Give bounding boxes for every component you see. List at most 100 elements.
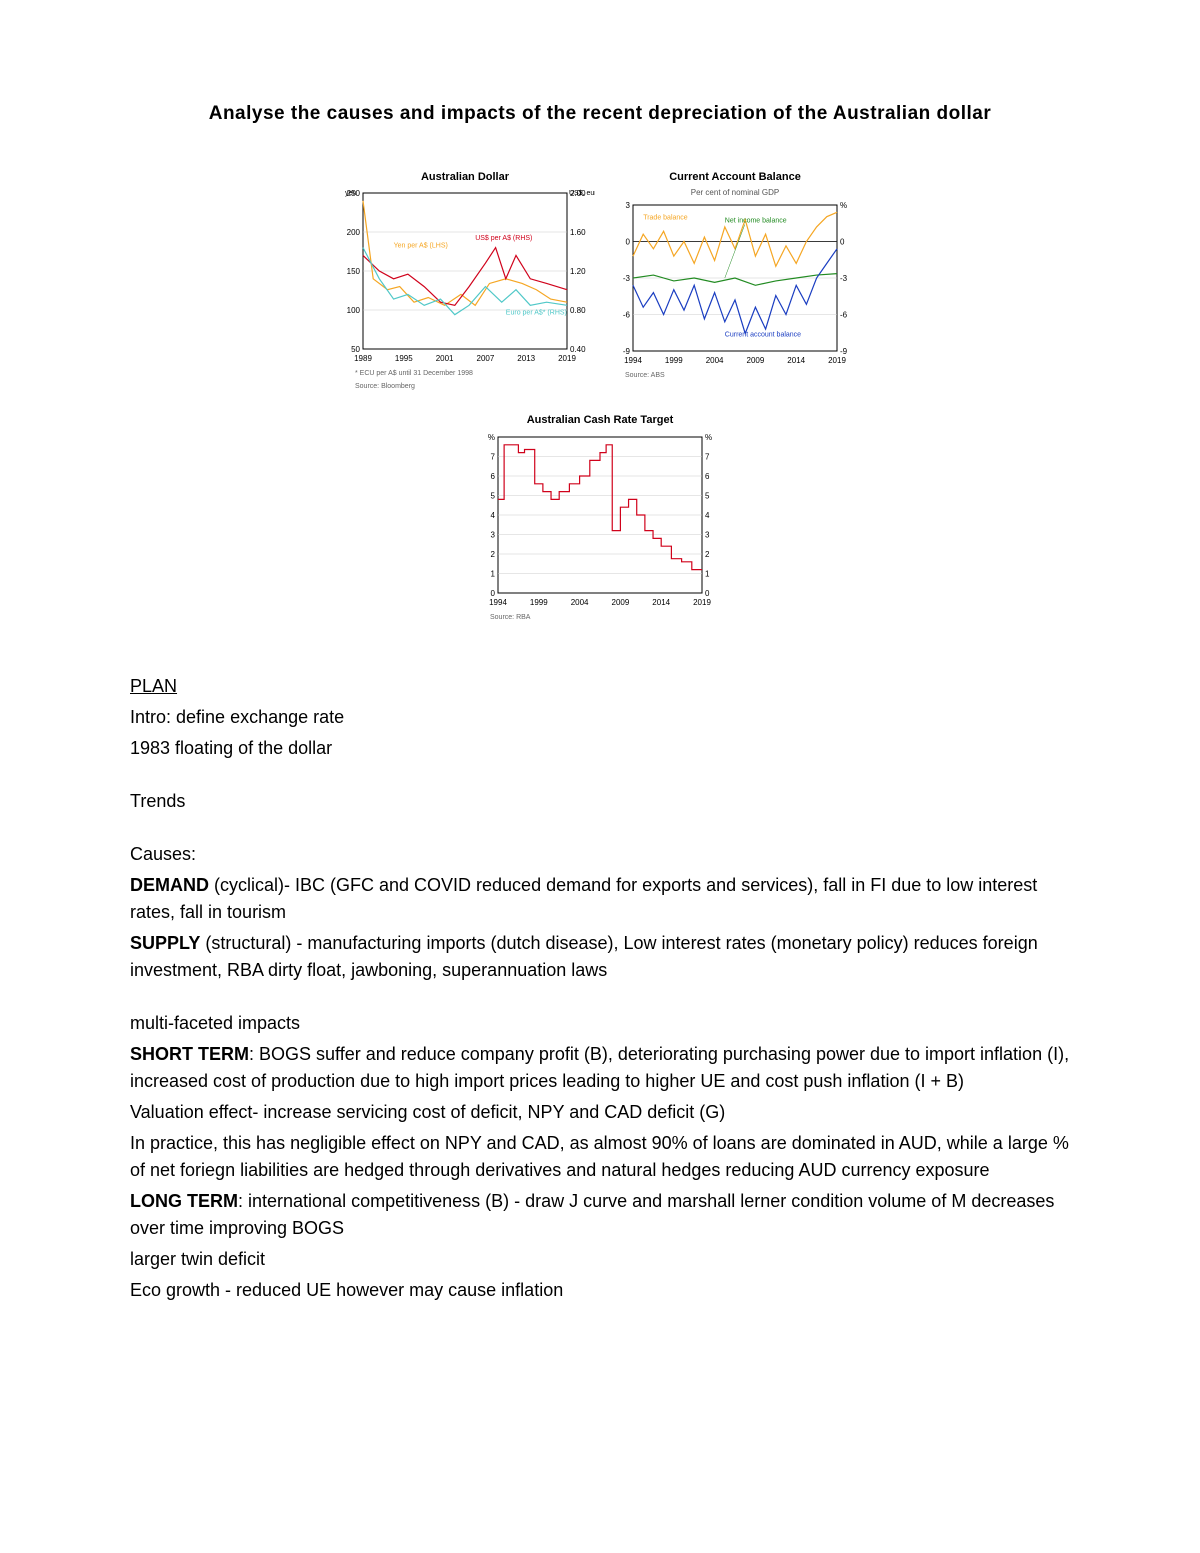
long-text: : international competitiveness (B) - dr… xyxy=(130,1191,1054,1238)
chart-cash-rate: Australian Cash Rate Target %% 7 7 6 6 5 5 4 4 3 3… xyxy=(470,412,730,623)
chart3-source: Source: RBA xyxy=(490,613,530,624)
svg-text:5: 5 xyxy=(491,491,496,500)
svg-text:200: 200 xyxy=(347,228,361,237)
chart-australian-dollar: Australian Dollar 2502.002001.601501.201… xyxy=(335,169,595,393)
demand-bold: DEMAND xyxy=(130,875,209,895)
svg-text:4: 4 xyxy=(705,511,710,520)
svg-text:1.60: 1.60 xyxy=(570,228,586,237)
svg-text:1995: 1995 xyxy=(395,354,413,363)
supply-text: (structural) - manufacturing imports (du… xyxy=(130,933,1038,980)
long-para: LONG TERM: international competitiveness… xyxy=(130,1188,1070,1242)
demand-text: (cyclical)- IBC (GFC and COVID reduced d… xyxy=(130,875,1037,922)
svg-text:Yen per A$ (LHS): Yen per A$ (LHS) xyxy=(394,243,448,250)
svg-text:2: 2 xyxy=(705,550,710,559)
svg-text:1999: 1999 xyxy=(530,598,548,607)
svg-text:0: 0 xyxy=(840,238,845,247)
eco-line: Eco growth - reduced UE however may caus… xyxy=(130,1277,1070,1304)
svg-text:2019: 2019 xyxy=(828,356,846,365)
chart2-svg: 3%00-3-3-6-6-9-9199419992004200920142019… xyxy=(605,199,865,369)
supply-para: SUPPLY (structural) - manufacturing impo… xyxy=(130,930,1070,984)
long-bold: LONG TERM xyxy=(130,1191,238,1211)
chart1-source: Source: Bloomberg xyxy=(355,382,415,393)
short-para: SHORT TERM: BOGS suffer and reduce compa… xyxy=(130,1041,1070,1095)
chart3-svg: %%77665544332211001994199920042009201420… xyxy=(470,431,730,611)
svg-text:0.80: 0.80 xyxy=(570,306,586,315)
svg-text:yen: yen xyxy=(345,190,356,197)
svg-text:2001: 2001 xyxy=(436,354,454,363)
svg-text:2019: 2019 xyxy=(558,354,576,363)
svg-text:1.20: 1.20 xyxy=(570,267,586,276)
svg-text:Net income balance: Net income balance xyxy=(725,218,787,225)
supply-bold: SUPPLY xyxy=(130,933,200,953)
svg-text:2009: 2009 xyxy=(612,598,630,607)
svg-text:-6: -6 xyxy=(840,311,848,320)
chart2-title: Current Account Balance xyxy=(669,169,801,186)
plan-heading: PLAN xyxy=(130,676,177,696)
short-text: : BOGS suffer and reduce company profit … xyxy=(130,1044,1069,1091)
page-title: Analyse the causes and impacts of the re… xyxy=(130,100,1070,129)
svg-text:1994: 1994 xyxy=(624,356,642,365)
demand-para: DEMAND (cyclical)- IBC (GFC and COVID re… xyxy=(130,872,1070,926)
svg-text:-9: -9 xyxy=(840,347,848,356)
bottom-chart-row: Australian Cash Rate Target %% 7 7 6 6 5 5 4 4 3 3… xyxy=(130,412,1070,623)
svg-text:Euro per A$* (RHS): Euro per A$* (RHS) xyxy=(506,310,567,317)
svg-text:2009: 2009 xyxy=(747,356,765,365)
svg-text:2014: 2014 xyxy=(787,356,805,365)
chart2-subtitle: Per cent of nominal GDP xyxy=(691,187,779,199)
chart1-svg: 2502.002001.601501.201000.80500.40198919… xyxy=(335,187,595,367)
svg-text:2013: 2013 xyxy=(517,354,535,363)
svg-text:0.40: 0.40 xyxy=(570,345,586,354)
short-bold: SHORT TERM xyxy=(130,1044,249,1064)
svg-text:-6: -6 xyxy=(623,311,631,320)
top-charts-row: Australian Dollar 2502.002001.601501.201… xyxy=(130,169,1070,393)
svg-text:7: 7 xyxy=(491,452,496,461)
chart1-title: Australian Dollar xyxy=(421,169,509,186)
svg-text:0: 0 xyxy=(491,589,496,598)
svg-text:4: 4 xyxy=(491,511,496,520)
chart2-source: Source: ABS xyxy=(625,371,665,382)
chart1-footnote: * ECU per A$ until 31 December 1998 xyxy=(355,369,473,380)
svg-text:Current account balance: Current account balance xyxy=(725,331,801,338)
svg-text:0: 0 xyxy=(626,238,631,247)
body-text: PLAN Intro: define exchange rate 1983 fl… xyxy=(130,673,1070,1304)
svg-text:2014: 2014 xyxy=(652,598,670,607)
svg-text:1989: 1989 xyxy=(354,354,372,363)
chart3-title: Australian Cash Rate Target xyxy=(527,412,674,429)
svg-text:2: 2 xyxy=(491,550,496,559)
svg-text:1: 1 xyxy=(705,569,710,578)
chart-current-account: Current Account Balance Per cent of nomi… xyxy=(605,169,865,393)
svg-text:1999: 1999 xyxy=(665,356,683,365)
svg-text:-9: -9 xyxy=(623,347,631,356)
practice-line: In practice, this has negligible effect … xyxy=(130,1130,1070,1184)
svg-text:1994: 1994 xyxy=(489,598,507,607)
floating-line: 1983 floating of the dollar xyxy=(130,735,1070,762)
svg-text:US$ per A$ (RHS): US$ per A$ (RHS) xyxy=(475,235,532,242)
trends-line: Trends xyxy=(130,788,1070,815)
valuation-line: Valuation effect- increase servicing cos… xyxy=(130,1099,1070,1126)
svg-text:-3: -3 xyxy=(623,274,631,283)
svg-text:%: % xyxy=(488,433,495,442)
svg-text:1: 1 xyxy=(491,569,496,578)
intro-line: Intro: define exchange rate xyxy=(130,704,1070,731)
causes-heading: Causes: xyxy=(130,841,1070,868)
twin-line: larger twin deficit xyxy=(130,1246,1070,1273)
svg-text:5: 5 xyxy=(705,491,710,500)
svg-text:%: % xyxy=(705,433,712,442)
svg-text:6: 6 xyxy=(705,472,710,481)
svg-text:2007: 2007 xyxy=(477,354,495,363)
svg-text:3: 3 xyxy=(705,530,710,539)
svg-text:150: 150 xyxy=(347,267,361,276)
impacts-heading: multi-faceted impacts xyxy=(130,1010,1070,1037)
svg-text:2004: 2004 xyxy=(706,356,724,365)
svg-text:%: % xyxy=(840,201,847,210)
svg-text:3: 3 xyxy=(491,530,496,539)
svg-text:0: 0 xyxy=(705,589,710,598)
svg-text:-3: -3 xyxy=(840,274,848,283)
svg-text:7: 7 xyxy=(705,452,710,461)
svg-text:3: 3 xyxy=(626,201,631,210)
svg-text:US$, euro: US$, euro xyxy=(569,190,595,197)
svg-text:2004: 2004 xyxy=(571,598,589,607)
svg-text:50: 50 xyxy=(351,345,360,354)
svg-text:100: 100 xyxy=(347,306,361,315)
svg-text:6: 6 xyxy=(491,472,496,481)
